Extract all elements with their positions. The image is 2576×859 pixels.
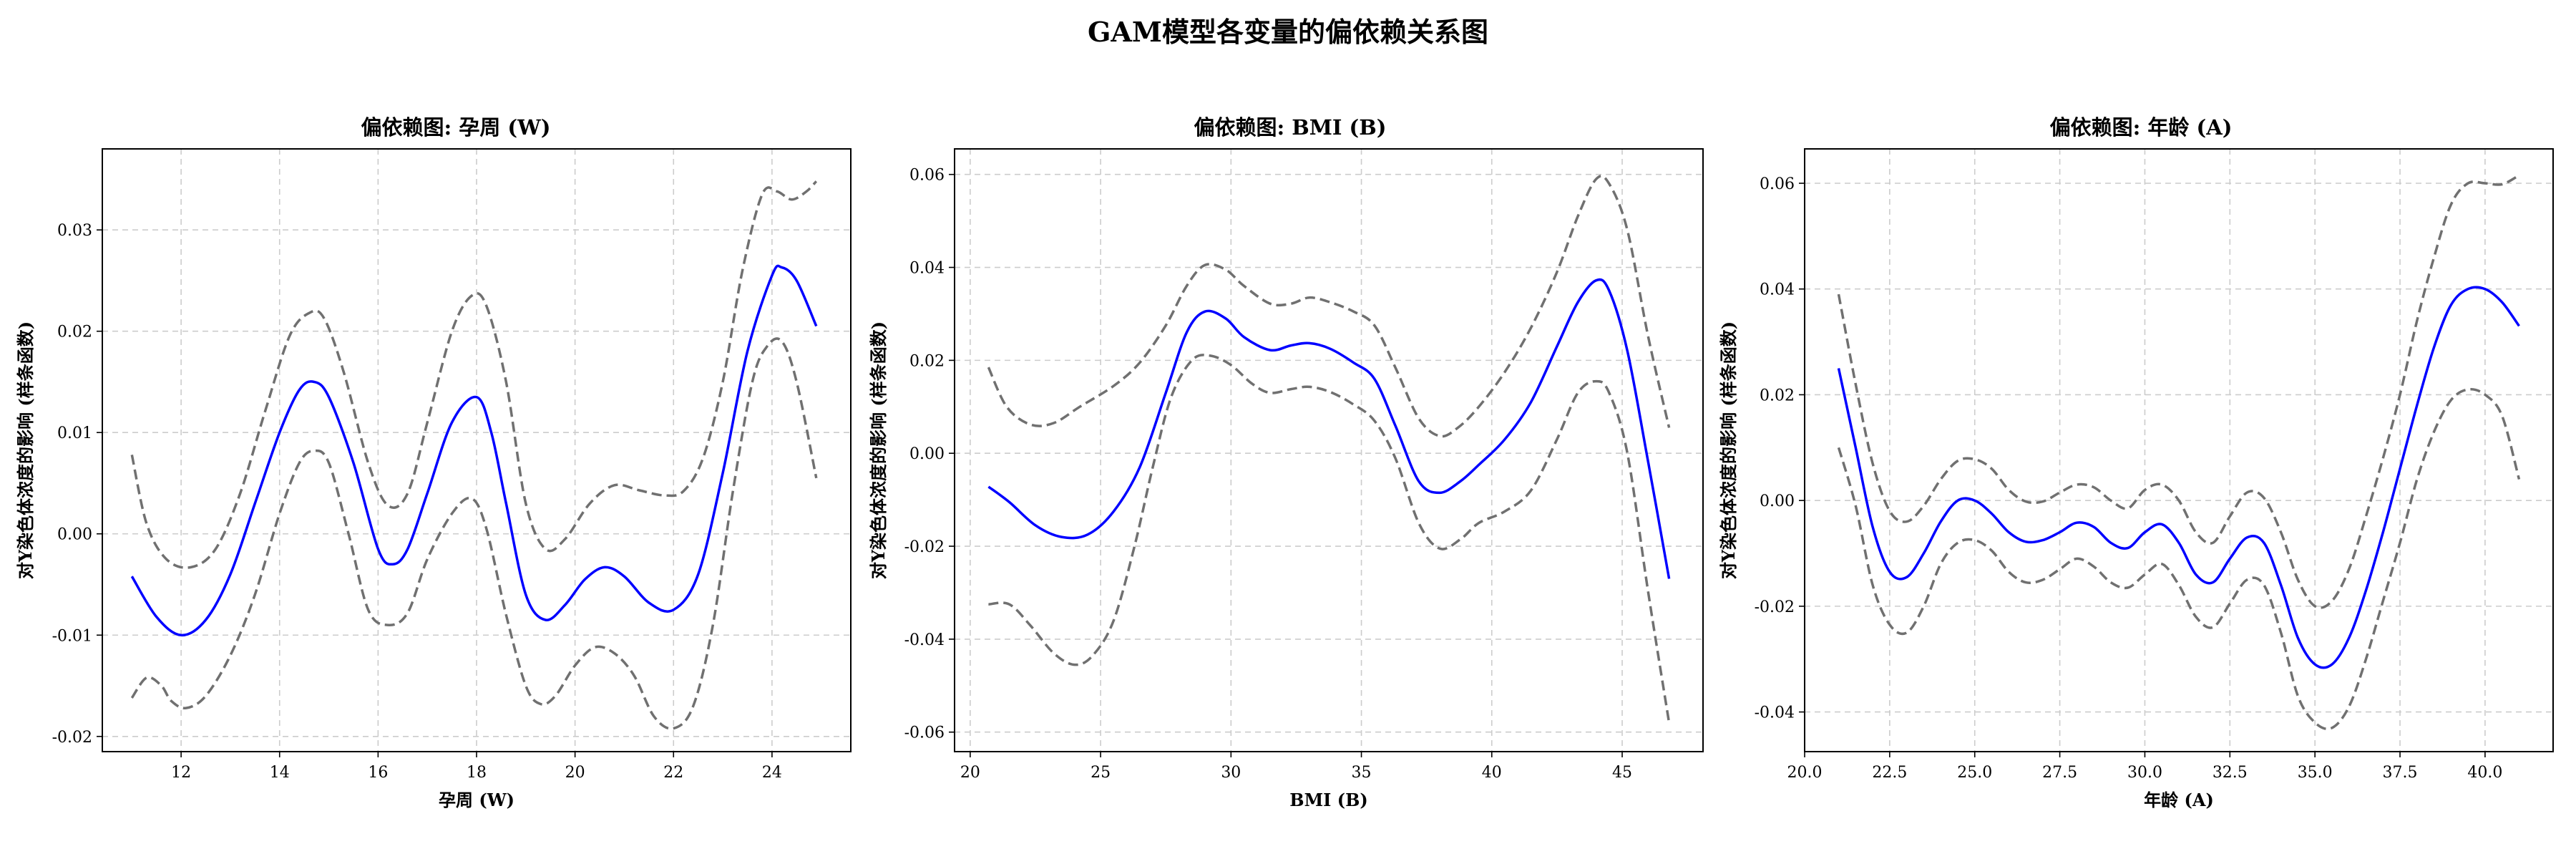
panel-1-x-tick-label: 16	[368, 764, 388, 782]
panel-3-x-tick-label: 27.5	[2042, 764, 2077, 782]
panel-3-y-tick-label: 0.02	[1760, 387, 1795, 404]
panel-3-y-tick-label: -0.02	[1755, 598, 1795, 616]
panel-3-ci-lower-line	[1837, 388, 2521, 730]
panel-2-x-axis-label: BMI (B)	[1289, 790, 1367, 810]
panel-3-x-axis-label: 年龄 (A)	[2144, 790, 2214, 810]
panel-gestational-week: 偏依赖图: 孕周 (W) 12 14 16 18 20 22 24 -0.02 -0.01 0.0…	[15, 115, 852, 810]
panel-bmi: 偏依赖图: BMI (B) 20 25 30 35 40 45 -0.06 -0.04 -0.0…	[868, 115, 1704, 810]
panel-2-y-tick-label: 0.00	[909, 445, 945, 463]
panel-3-x-tick-label: 35.0	[2298, 764, 2333, 782]
panel-1-x-tick-label: 22	[663, 764, 683, 782]
panel-3-ci-upper-line	[1837, 174, 2520, 609]
panel-2-x-tick-label: 45	[1612, 764, 1632, 782]
panel-2-y-tick-label: 0.04	[909, 260, 945, 278]
panel-3-y-tick-label: 0.00	[1760, 492, 1795, 510]
panel-1-y-tick-label: 0.03	[57, 222, 92, 240]
panel-1-ci-lower-line	[130, 337, 818, 730]
panel-3-x-tick-label: 32.5	[2212, 764, 2248, 782]
panel-1-x-tick-label: 24	[762, 764, 782, 782]
panel-1-y-tick-label: 0.00	[57, 526, 92, 544]
panel-2-x-tick-label: 20	[960, 764, 980, 782]
panel-3-x-tick-label: 30.0	[2127, 764, 2162, 782]
panel-1-x-axis-label: 孕周 (W)	[439, 790, 514, 810]
panel-2-y-tick-label: 0.02	[909, 352, 945, 370]
panel-2-ci-lower-line	[988, 354, 1671, 724]
panel-2-y-tick-label: -0.02	[904, 538, 945, 556]
panel-1-x-tick-label: 14	[270, 764, 290, 782]
panel-2-x-tick-label: 30	[1221, 764, 1241, 782]
panel-3-plot-frame	[1804, 148, 2554, 752]
panel-3-y-tick-label: -0.04	[1755, 704, 1795, 722]
panel-1-y-axis-label: 对Y染色体浓度的影响 (样条函数)	[15, 321, 36, 579]
panel-2-x-tick-label: 40	[1482, 764, 1502, 782]
panel-3-x-tick-label: 40.0	[2467, 764, 2502, 782]
panel-1-ci-upper-line	[130, 180, 818, 569]
panel-2-y-tick-label: -0.04	[904, 631, 945, 649]
panel-3-x-tick-label: 20.0	[1787, 764, 1823, 782]
panel-2-ci-upper-line	[987, 175, 1671, 438]
panel-2-y-tick-label: 0.06	[909, 167, 945, 185]
panel-2-x-tick-label: 35	[1352, 764, 1372, 782]
panel-3-x-tick-label: 37.5	[2383, 764, 2418, 782]
panel-2-plot-frame	[954, 148, 1704, 752]
panel-2-title: 偏依赖图: BMI (B)	[1194, 115, 1386, 140]
panel-1-y-tick-label: -0.02	[52, 729, 92, 747]
panel-2-y-axis-label: 对Y染色体浓度的影响 (样条函数)	[868, 321, 889, 579]
panel-3-title: 偏依赖图: 年龄 (A)	[2050, 115, 2233, 140]
panel-3-y-tick-label: 0.04	[1760, 281, 1795, 299]
panel-3-x-tick-label: 25.0	[1957, 764, 1992, 782]
panel-age: 偏依赖图: 年龄 (A) 20.0 22.5 25.0 27.5 30.0 32.5 35.…	[1718, 115, 2554, 810]
panel-3-x-tick-label: 22.5	[1872, 764, 1907, 782]
panel-2-fit-line	[987, 278, 1671, 579]
panel-1-y-tick-label: -0.01	[52, 627, 92, 645]
panel-1-y-tick-label: 0.01	[57, 424, 92, 442]
panel-3-y-tick-label: 0.06	[1760, 175, 1795, 193]
figure-suptitle: GAM模型各变量的偏依赖关系图	[1088, 16, 1488, 48]
panel-3-y-axis-label: 对Y染色体浓度的影响 (样条函数)	[1718, 321, 1739, 579]
panel-1-title: 偏依赖图: 孕周 (W)	[361, 115, 551, 140]
panel-1-x-tick-label: 18	[467, 764, 487, 782]
panel-2-x-tick-label: 25	[1091, 764, 1111, 782]
panel-1-x-tick-label: 12	[171, 764, 191, 782]
panel-1-x-tick-label: 20	[565, 764, 585, 782]
panel-1-fit-line	[130, 264, 818, 637]
panel-3-fit-line	[1837, 286, 2520, 669]
panel-2-y-tick-label: -0.06	[904, 724, 945, 742]
panel-1-y-tick-label: 0.02	[57, 324, 92, 341]
